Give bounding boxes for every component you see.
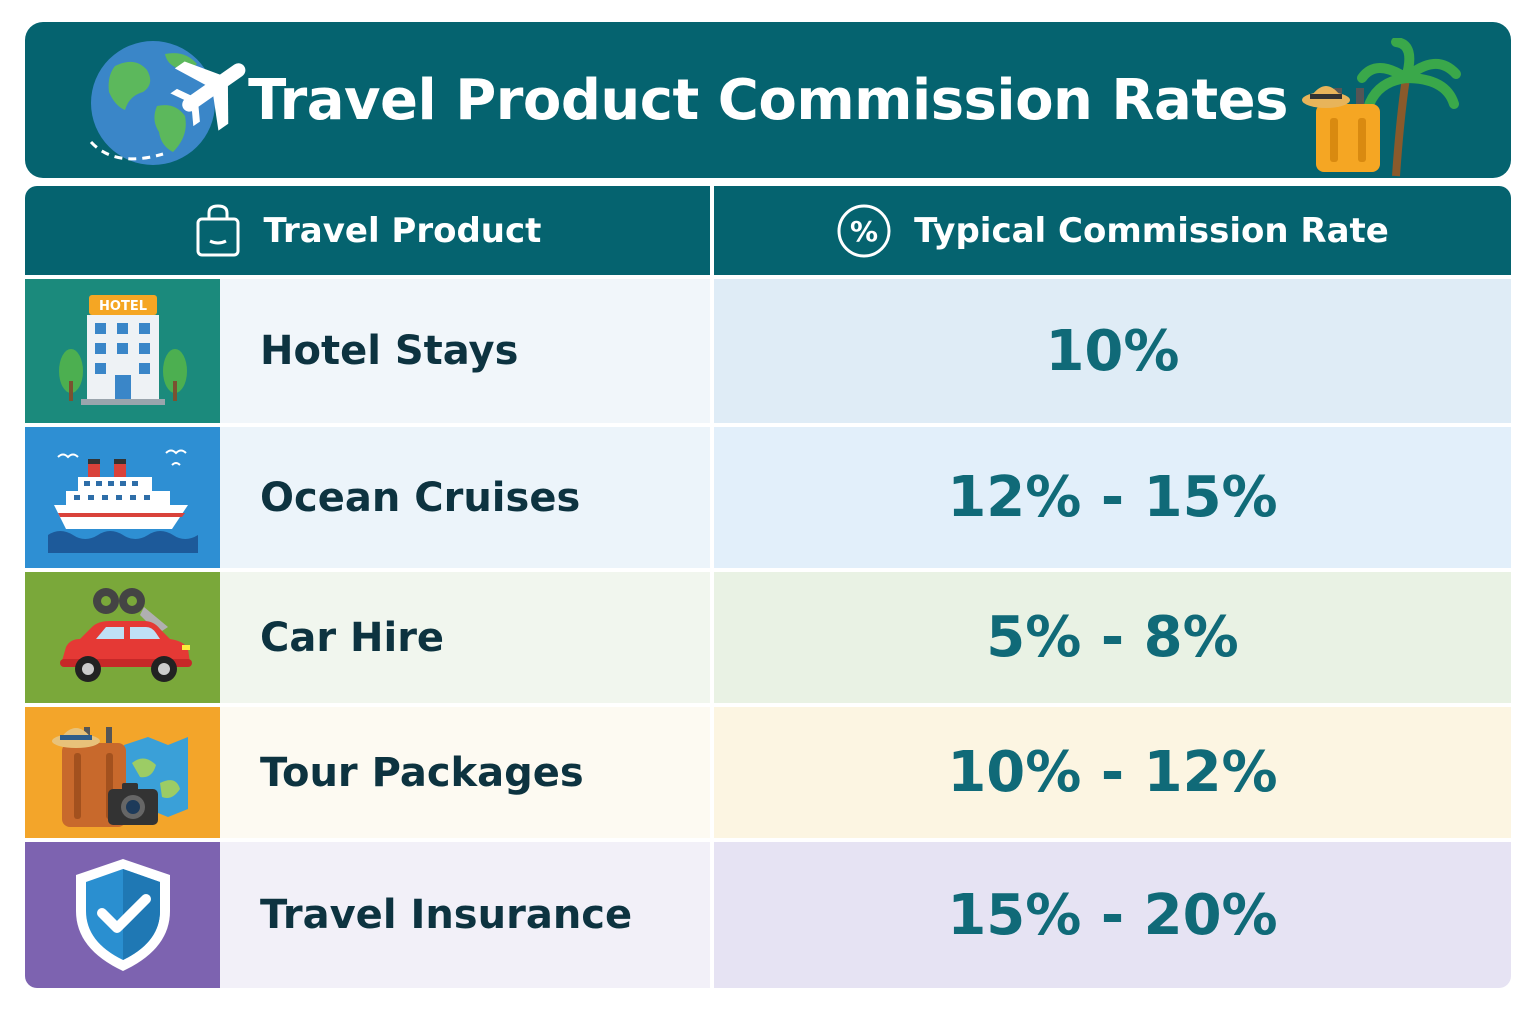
- row-divider: [25, 423, 1511, 427]
- row-divider: [25, 703, 1511, 707]
- column-header-rate-label: Typical Commission Rate: [914, 210, 1389, 251]
- svg-text:%: %: [850, 215, 878, 248]
- row-icon-cell: [25, 707, 220, 838]
- column-divider: [710, 279, 714, 423]
- column-divider: [710, 842, 714, 988]
- percent-icon: %: [837, 204, 891, 257]
- product-name: Car Hire: [220, 572, 710, 703]
- table-row: Tour Packages 10% - 12%: [25, 707, 1511, 838]
- product-name: Hotel Stays: [220, 279, 710, 423]
- column-header-product-label: Travel Product: [263, 210, 542, 251]
- header-divider: [710, 186, 714, 275]
- suitcase-palm-icon: [1302, 38, 1461, 177]
- table-row: Travel Insurance 15% - 20%: [25, 842, 1511, 988]
- title-banner: Travel Product Commission Rates: [25, 22, 1511, 178]
- row-icon-cell: [25, 572, 220, 703]
- tour-package-icon: [51, 726, 188, 827]
- row-icon-cell: [25, 427, 220, 568]
- shield-check-icon: [75, 859, 170, 971]
- hotel-icon: HOTEL: [58, 295, 187, 405]
- commission-rate: 12% - 15%: [714, 427, 1511, 568]
- table-row: Ocean Cruises 12% - 15%: [25, 427, 1511, 568]
- cruise-ship-icon: [47, 449, 198, 553]
- commission-rate: 10% - 12%: [714, 707, 1511, 838]
- shopping-bag-icon: [196, 203, 240, 256]
- product-name: Ocean Cruises: [220, 427, 710, 568]
- table-header: Travel Product % Typical Commission Rate: [25, 186, 1511, 275]
- row-divider: [25, 568, 1511, 572]
- hotel-sign-text: HOTEL: [99, 299, 147, 314]
- commission-rate: 5% - 8%: [714, 572, 1511, 703]
- car-icon: [59, 587, 192, 682]
- row-icon-cell: [25, 842, 220, 988]
- page-title: Travel Product Commission Rates: [248, 67, 1288, 133]
- product-name: Travel Insurance: [220, 842, 710, 988]
- commission-rate: 15% - 20%: [714, 842, 1511, 988]
- column-divider: [710, 707, 714, 838]
- column-header-rate: % Typical Commission Rate: [714, 186, 1511, 275]
- column-header-product: Travel Product: [25, 186, 710, 275]
- row-icon-cell: HOTEL: [25, 279, 220, 423]
- row-divider: [25, 838, 1511, 842]
- table-row: Car Hire 5% - 8%: [25, 572, 1511, 703]
- commission-rate: 10%: [714, 279, 1511, 423]
- column-divider: [710, 572, 714, 703]
- globe-airplane-icon: [89, 41, 246, 165]
- product-name: Tour Packages: [220, 707, 710, 838]
- table-row: HOTEL Hotel Stays 10%: [25, 279, 1511, 423]
- commission-table: Travel Product % Typical Commission Rate…: [25, 186, 1511, 988]
- column-divider: [710, 427, 714, 568]
